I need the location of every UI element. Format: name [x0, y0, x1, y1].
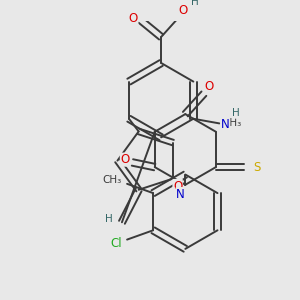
Text: CH₃: CH₃ [103, 175, 122, 185]
Text: O: O [178, 4, 187, 17]
Text: Cl: Cl [110, 237, 122, 250]
Text: N: N [176, 188, 185, 200]
Text: O: O [204, 80, 213, 93]
Text: CH₃: CH₃ [223, 118, 242, 128]
Text: S: S [253, 160, 260, 174]
Text: O: O [120, 153, 130, 166]
Text: O: O [129, 12, 138, 25]
Text: O: O [173, 179, 182, 193]
Text: H: H [232, 108, 240, 118]
Text: H: H [105, 214, 113, 224]
Text: N: N [221, 118, 230, 131]
Text: H: H [191, 0, 199, 7]
